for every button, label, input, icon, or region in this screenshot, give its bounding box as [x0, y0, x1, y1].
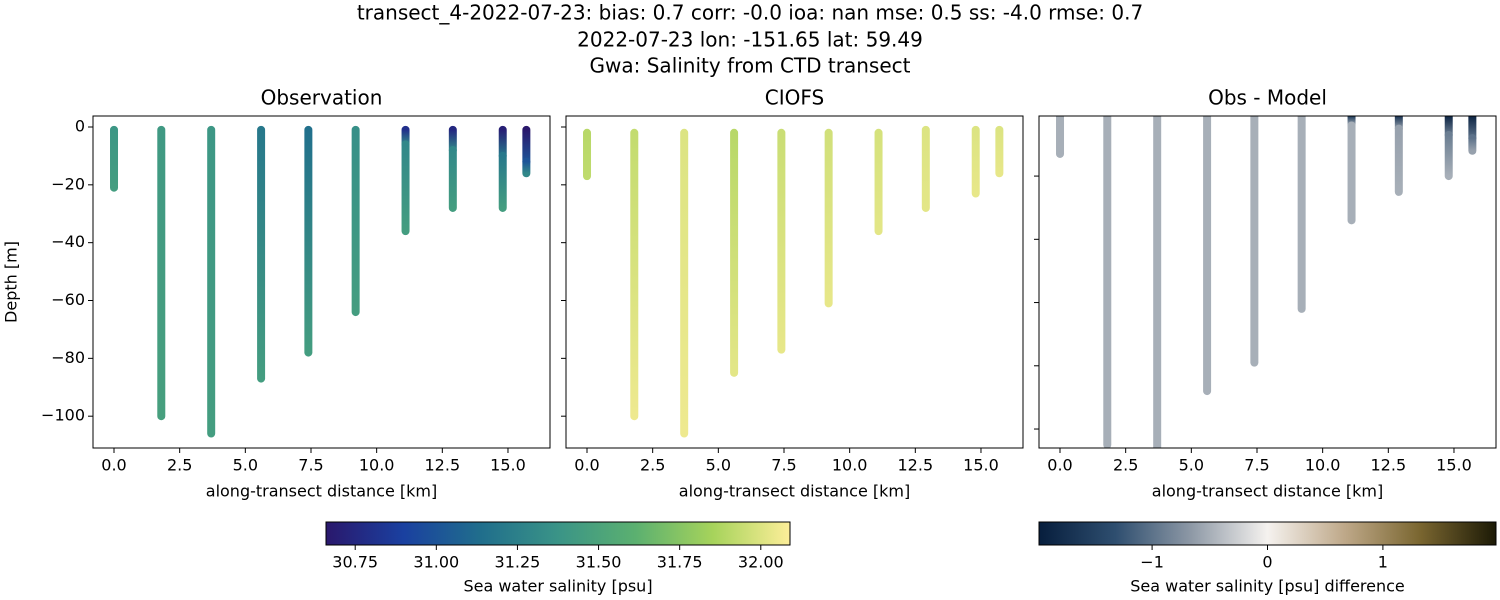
colorbar-tick-label: 0 [1262, 553, 1272, 572]
colorbar-tick-label: 32.00 [738, 553, 784, 572]
x-axis-label: along-transect distance [km] [679, 482, 910, 501]
x-tick-label: 7.5 [771, 456, 796, 475]
y-tick-label: −100 [41, 406, 85, 425]
colorbar-tick-label: 31.25 [495, 553, 541, 572]
x-tick-label: 10.0 [359, 456, 395, 475]
suptitle: 2022-07-23 lon: -151.65 lat: 59.49 [577, 28, 923, 52]
x-axis-label: along-transect distance [km] [1152, 482, 1383, 501]
x-tick-label: 2.5 [640, 456, 665, 475]
colorbar-tick-label: −1 [1140, 553, 1164, 572]
casts [1056, 116, 1477, 448]
x-tick-label: 5.0 [706, 456, 731, 475]
x-tick-label: 12.5 [1371, 456, 1407, 475]
colorbar [1038, 521, 1497, 546]
casts [583, 125, 1004, 438]
x-axis-label: along-transect distance [km] [206, 482, 437, 501]
x-tick-label: 0.0 [101, 456, 126, 475]
colorbar-label: Sea water salinity [psu] [463, 577, 652, 596]
x-tick-label: 0.0 [1047, 456, 1072, 475]
panel-title: Observation [261, 86, 383, 110]
x-tick-label: 5.0 [1179, 456, 1204, 475]
panel-title: Obs - Model [1208, 86, 1327, 110]
colorbar-tick-label: 31.50 [576, 553, 622, 572]
x-tick-label: 10.0 [832, 456, 868, 475]
colorbar-tick-label: 31.00 [413, 553, 459, 572]
x-tick-label: 2.5 [167, 456, 192, 475]
panel-title: CIOFS [765, 86, 824, 110]
y-tick-label: −80 [51, 348, 85, 367]
x-tick-label: 7.5 [298, 456, 323, 475]
casts [110, 125, 531, 438]
plot-frame [565, 115, 1024, 449]
plot-frame [1038, 115, 1497, 449]
x-tick-label: 15.0 [490, 456, 526, 475]
y-tick-label: −60 [51, 290, 85, 309]
x-tick-label: 10.0 [1305, 456, 1341, 475]
colorbar [325, 521, 791, 546]
y-tick-label: 0 [75, 116, 85, 135]
plot-frame [92, 115, 551, 449]
x-tick-label: 7.5 [1244, 456, 1269, 475]
x-tick-label: 12.5 [425, 456, 461, 475]
colorbar-tick-label: 31.75 [657, 553, 703, 572]
y-axis-label: Depth [m] [2, 241, 21, 323]
x-tick-label: 15.0 [963, 456, 999, 475]
suptitle: Gwa: Salinity from CTD transect [590, 54, 911, 78]
x-tick-label: 15.0 [1436, 456, 1472, 475]
x-tick-label: 2.5 [1113, 456, 1138, 475]
y-tick-label: −20 [51, 174, 85, 193]
x-tick-label: 5.0 [233, 456, 258, 475]
y-tick-label: −40 [51, 232, 85, 251]
colorbar-label: Sea water salinity [psu] difference [1130, 577, 1405, 596]
x-tick-label: 12.5 [898, 456, 934, 475]
x-tick-label: 0.0 [574, 456, 599, 475]
colorbar-tick-label: 30.75 [332, 553, 378, 572]
suptitle: transect_4-2022-07-23: bias: 0.7 corr: -… [357, 1, 1143, 25]
colorbar-tick-label: 1 [1378, 553, 1388, 572]
